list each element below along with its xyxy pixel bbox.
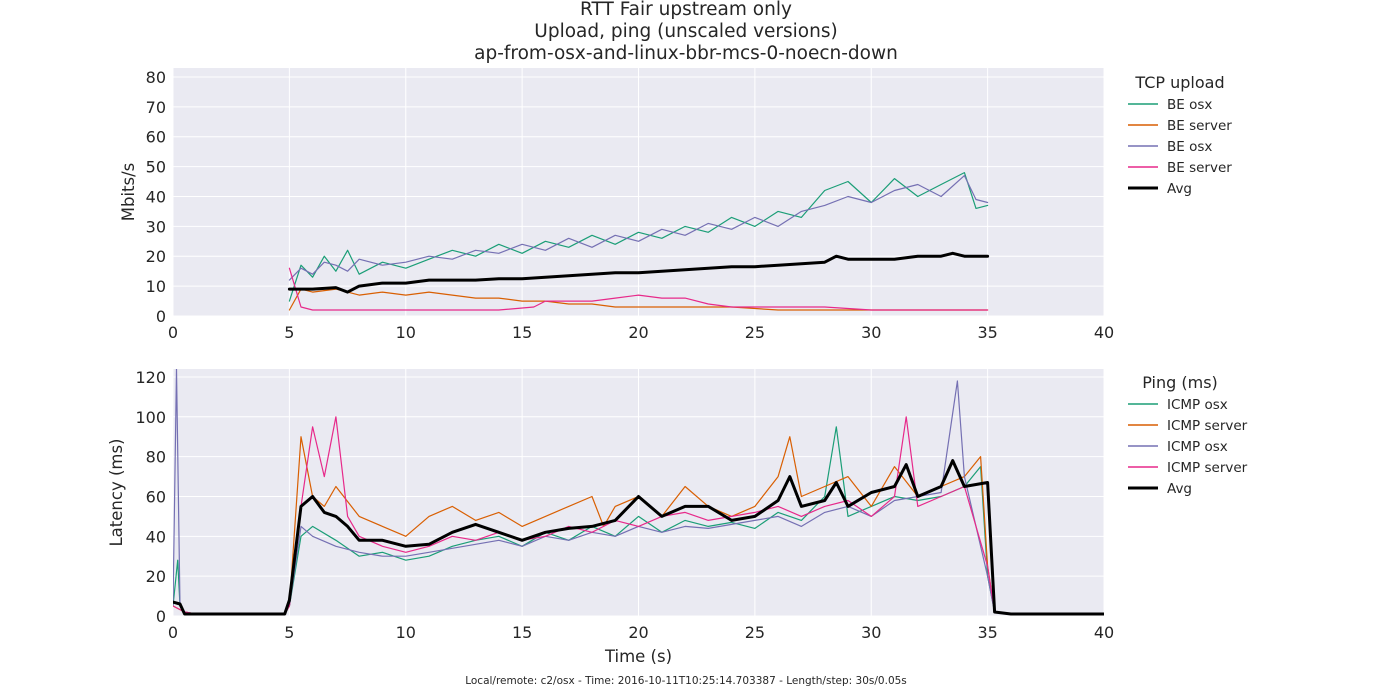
- y-tick-label: 0: [156, 607, 166, 626]
- x-tick-label: 5: [284, 623, 294, 642]
- y-tick-label: 40: [146, 527, 166, 546]
- y-tick-label: 60: [146, 128, 166, 147]
- x-tick-label: 35: [977, 623, 997, 642]
- x-tick-label: 10: [396, 323, 416, 342]
- legend: Ping (ms) ICMP osx ICMP server ICMP osx ICMP…: [1128, 373, 1248, 497]
- legend: TCP upload BE osx BE server BE osx BE server…: [1128, 73, 1232, 197]
- legend-entry-label: BE osx: [1167, 139, 1212, 155]
- legend-entry-label: BE server: [1167, 160, 1232, 176]
- y-tick-label: 120: [135, 368, 166, 387]
- x-tick-label: 5: [284, 323, 294, 342]
- series-line-1: [288, 172, 989, 302]
- y-tick-label: 100: [135, 408, 166, 427]
- x-tick-label: 0: [168, 623, 178, 642]
- y-tick-label: 0: [156, 307, 166, 326]
- figure-title-line-3: ap-from-osx-and-linux-bbr-mcs-0-noecn-do…: [474, 43, 898, 64]
- legend-entry-label: ICMP osx: [1167, 397, 1228, 413]
- legend-entry-label: BE server: [1167, 118, 1232, 134]
- legend-title: Ping (ms): [1142, 373, 1218, 392]
- series-line-4: [288, 267, 989, 311]
- x-tick-label: 40: [1094, 323, 1114, 342]
- y-tick-label: 20: [146, 247, 166, 266]
- y-tick-label: 30: [146, 217, 166, 236]
- legend-entry-label: ICMP server: [1167, 460, 1248, 476]
- x-tick-label: 35: [977, 323, 997, 342]
- figure-title-line-2: Upload, ping (unscaled versions): [534, 21, 837, 42]
- series-line-5: [287, 251, 990, 294]
- x-tick-label: 25: [745, 623, 765, 642]
- y-tick-label: 60: [146, 487, 166, 506]
- x-tick-label: 20: [628, 623, 648, 642]
- legend-title: TCP upload: [1134, 73, 1224, 92]
- legend-entry-label: BE osx: [1167, 97, 1212, 113]
- y-tick-label: 10: [146, 277, 166, 296]
- x-tick-label: 30: [861, 323, 881, 342]
- figure-title-line-1: RTT Fair upstream only: [580, 0, 792, 20]
- x-tick-label: 25: [745, 323, 765, 342]
- y-tick-label: 20: [146, 567, 166, 586]
- y-tick-label: 50: [146, 158, 166, 177]
- y-tick-label: 70: [146, 98, 166, 117]
- x-tick-label: 15: [512, 323, 532, 342]
- x-tick-label: 0: [168, 323, 178, 342]
- ping-plot: 0 5 10 15 20 25 30 35 40 0 20 40 60 80 100 120 Latency (…: [107, 368, 1248, 666]
- x-tick-label: 20: [628, 323, 648, 342]
- series-line-5: [173, 459, 1104, 616]
- y-tick-label: 80: [146, 448, 166, 467]
- x-tick-label: 40: [1094, 623, 1114, 642]
- x-tick-label: 30: [861, 623, 881, 642]
- y-axis-label: Latency (ms): [107, 438, 126, 546]
- legend-entry-label: Avg: [1167, 481, 1192, 497]
- legend-entry-label: ICMP server: [1167, 418, 1248, 434]
- x-tick-label: 15: [512, 623, 532, 642]
- x-tick-label: 10: [396, 623, 416, 642]
- footer-metadata: Local/remote: c2/osx - Time: 2016-10-11T…: [465, 675, 907, 686]
- y-tick-label: 80: [146, 68, 166, 87]
- y-axis-label: Mbits/s: [119, 163, 138, 222]
- upload-plot: 0 5 10 15 20 25 30 35 40 0 10 20 30 40 50 60 70 80 Mbits/s…: [119, 68, 1232, 342]
- x-axis-label: Time (s): [604, 647, 672, 666]
- legend-entry-label: ICMP osx: [1167, 439, 1228, 455]
- legend-entry-label: Avg: [1167, 181, 1192, 197]
- y-tick-label: 40: [146, 187, 166, 206]
- series-line-3: [288, 175, 989, 281]
